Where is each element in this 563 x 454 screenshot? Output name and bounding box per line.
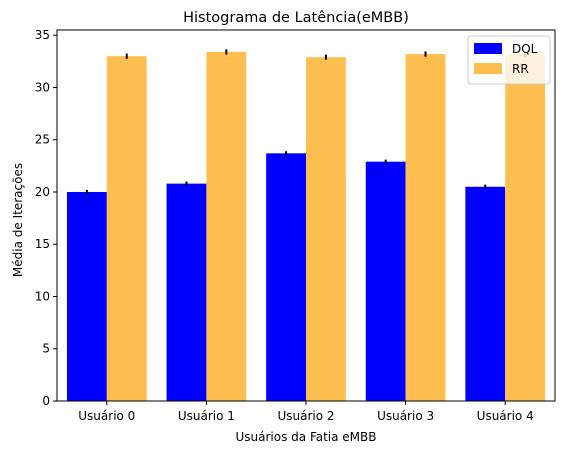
chart-title: Histograma de Latência(eMBB) (183, 10, 409, 26)
legend-swatch-dql (474, 43, 502, 54)
x-tick-label-0: Usuário 0 (78, 409, 135, 423)
y-tick-label-25: 25 (35, 133, 50, 147)
x-axis-label: Usuários da Fatia eMBB (235, 430, 376, 444)
y-tick-label-20: 20 (35, 185, 50, 199)
bars-group (66, 51, 546, 402)
bar-rr-1 (206, 51, 247, 402)
bar-dql-2 (266, 153, 306, 401)
y-axis-label: Média de Iterações (11, 163, 25, 277)
y-tick-label-35: 35 (35, 28, 50, 42)
bar-rr-0 (106, 56, 147, 401)
y-tick-label-15: 15 (35, 237, 50, 251)
y-tick-label-0: 0 (42, 394, 50, 408)
bar-rr-4 (505, 54, 546, 401)
x-tick-label-2: Usuário 2 (277, 409, 334, 423)
bar-dql-4 (465, 186, 506, 401)
x-tick-label-1: Usuário 1 (178, 409, 235, 423)
x-tick-label-4: Usuário 4 (477, 409, 534, 423)
y-tick-label-10: 10 (35, 289, 50, 303)
x-tick-label-3: Usuário 3 (377, 409, 434, 423)
y-tick-label-5: 5 (42, 342, 50, 356)
legend: DQL RR (467, 35, 551, 85)
bar-rr-3 (405, 54, 446, 401)
bar-dql-0 (66, 191, 107, 401)
x-axis: Usuário 0 Usuário 1 Usuário 2 Usuário 3 Usuá… (78, 401, 534, 423)
legend-label-rr: RR (512, 62, 529, 76)
bar-rr-2 (306, 57, 346, 402)
legend-swatch-rr (474, 63, 502, 74)
y-tick-label-30: 30 (35, 80, 50, 94)
y-axis: 0 5 10 15 20 25 30 35 (35, 28, 57, 408)
bar-dql-3 (365, 161, 406, 401)
legend-label-dql: DQL (512, 42, 538, 56)
bar-dql-1 (166, 183, 207, 401)
